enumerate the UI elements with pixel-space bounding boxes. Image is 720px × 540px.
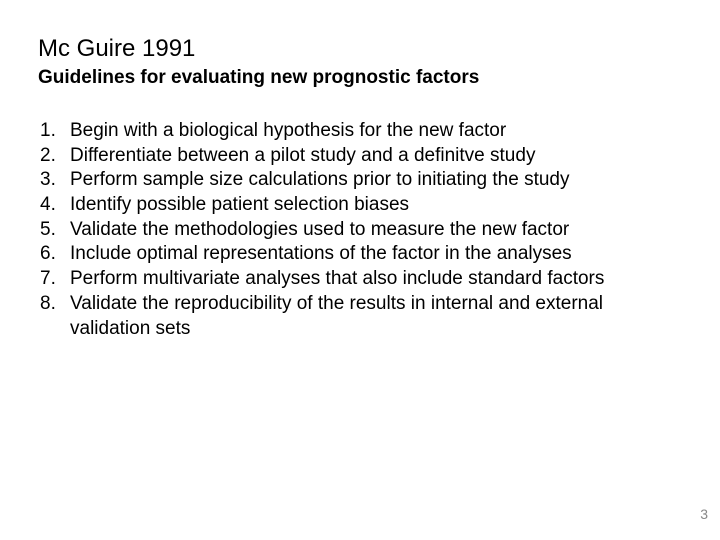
guidelines-list: 1. Begin with a biological hypothesis fo… (38, 119, 682, 341)
list-number: 6. (38, 242, 66, 267)
list-item: 8. Validate the reproducibility of the r… (38, 292, 682, 341)
list-item: 5. Validate the methodologies used to me… (38, 218, 682, 243)
list-item: 1. Begin with a biological hypothesis fo… (38, 119, 682, 144)
list-text: Begin with a biological hypothesis for t… (66, 119, 682, 144)
list-text: Validate the methodologies used to measu… (66, 218, 682, 243)
list-number: 2. (38, 144, 66, 169)
list-number: 4. (38, 193, 66, 218)
page-number: 3 (700, 506, 708, 522)
list-number: 1. (38, 119, 66, 144)
slide-subtitle: Guidelines for evaluating new prognostic… (38, 67, 682, 89)
list-item: 6. Include optimal representations of th… (38, 242, 682, 267)
list-item: 4. Identify possible patient selection b… (38, 193, 682, 218)
list-item: 2. Differentiate between a pilot study a… (38, 144, 682, 169)
list-number: 5. (38, 218, 66, 243)
list-number: 7. (38, 267, 66, 292)
list-item: 7. Perform multivariate analyses that al… (38, 267, 682, 292)
list-text: Perform sample size calculations prior t… (66, 168, 682, 193)
list-text: Identify possible patient selection bias… (66, 193, 682, 218)
list-item: 3. Perform sample size calculations prio… (38, 168, 682, 193)
list-text: Include optimal representations of the f… (66, 242, 682, 267)
list-number: 8. (38, 292, 66, 341)
list-text: Perform multivariate analyses that also … (66, 267, 682, 292)
list-text: Validate the reproducibility of the resu… (66, 292, 682, 341)
list-number: 3. (38, 168, 66, 193)
list-text: Differentiate between a pilot study and … (66, 144, 682, 169)
slide-title: Mc Guire 1991 (38, 35, 682, 63)
